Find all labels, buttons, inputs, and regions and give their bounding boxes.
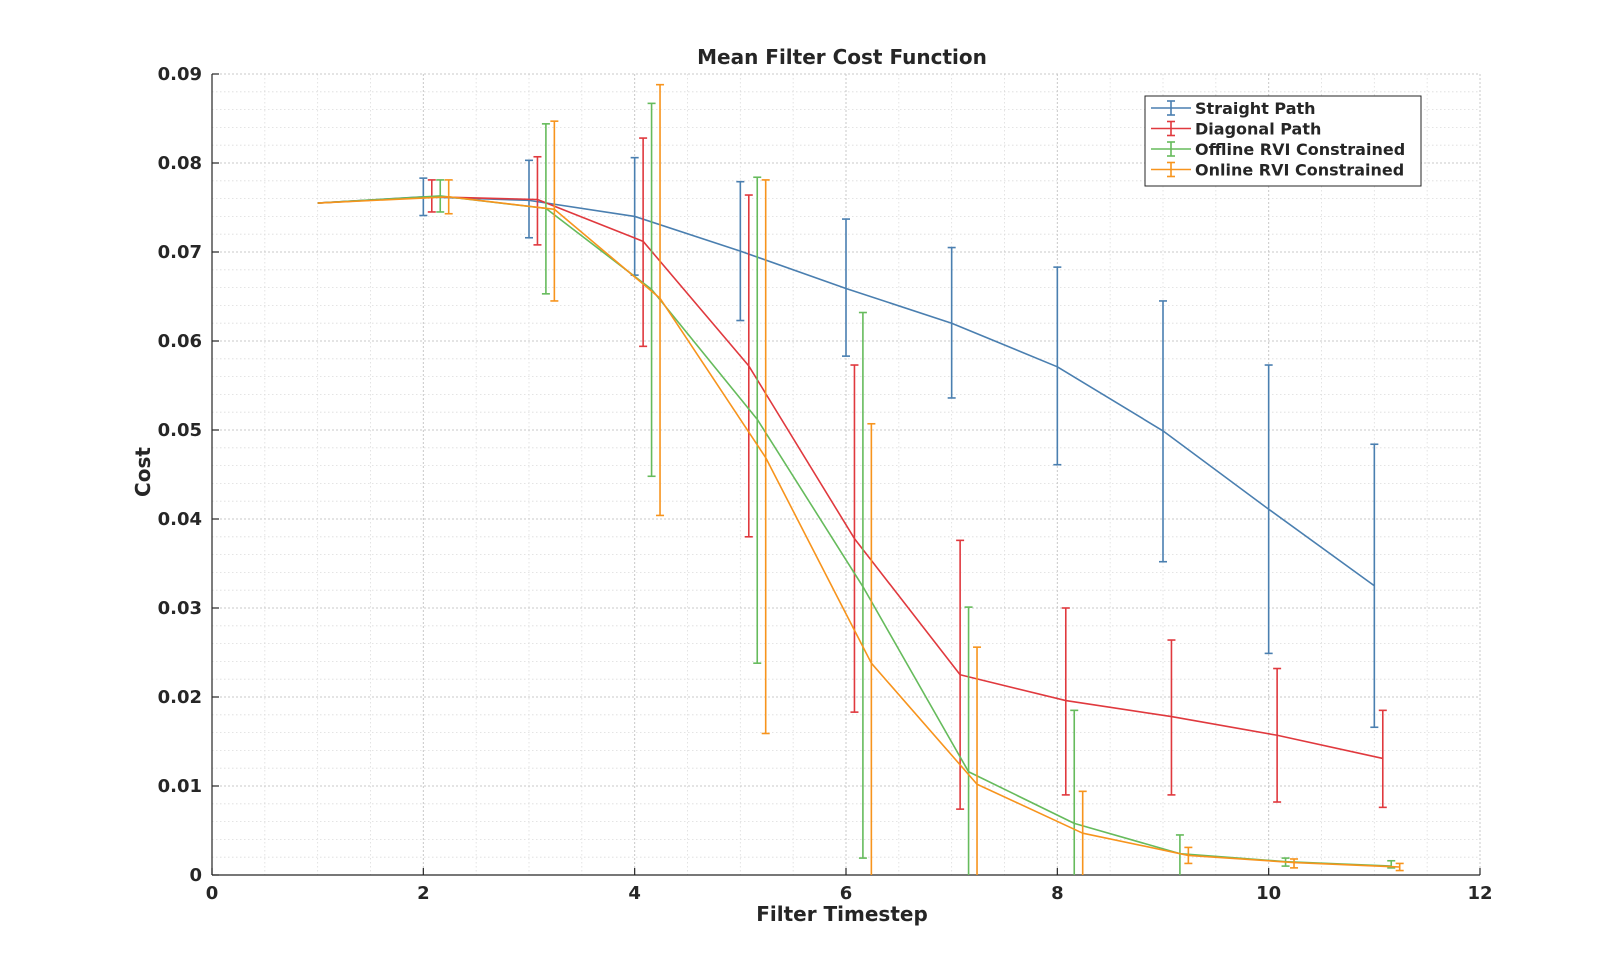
- legend-item: Diagonal Path: [1151, 120, 1321, 139]
- series-layer: [317, 83, 1404, 875]
- y-tick-label: 0.02: [158, 687, 202, 708]
- x-tick-label: 6: [840, 883, 853, 904]
- series-straight-path: [317, 156, 1379, 729]
- y-tick-label: 0.05: [158, 420, 202, 441]
- series-online-rvi-constrained: [317, 83, 1404, 875]
- series-diagonal-path: [317, 137, 1387, 810]
- legend-box: [1144, 95, 1422, 187]
- y-tick-label: 0.03: [158, 598, 202, 619]
- y-tick-label: 0.07: [158, 242, 202, 263]
- x-tick-label: 8: [1051, 883, 1064, 904]
- legend-label: Offline RVI Constrained: [1195, 140, 1405, 159]
- grid-layer: [211, 73, 1481, 876]
- x-axis-title: Filter Timestep: [756, 902, 928, 926]
- y-tick-label: 0: [189, 865, 202, 886]
- legend-item: Offline RVI Constrained: [1151, 140, 1405, 159]
- chart-title: Mean Filter Cost Function: [697, 45, 987, 69]
- x-tick-label: 0: [206, 883, 219, 904]
- y-tick-label: 0.09: [158, 64, 202, 85]
- legend-item: Straight Path: [1151, 99, 1316, 118]
- x-tick-label: 10: [1256, 883, 1281, 904]
- x-tick-label: 4: [628, 883, 641, 904]
- y-axis-title: Cost: [131, 447, 155, 497]
- x-tick-label: 2: [417, 883, 430, 904]
- legend-item: Online RVI Constrained: [1151, 161, 1404, 180]
- y-tick-label: 0.01: [158, 776, 202, 797]
- axes-layer: 0 2 4 6 8 10 12 0 0.01 0.02 0.03 0.04 0.05 0.06 0.07 0.…: [158, 64, 1493, 904]
- legend-label: Online RVI Constrained: [1195, 161, 1404, 180]
- x-tick-label: 12: [1467, 883, 1492, 904]
- legend-label: Diagonal Path: [1195, 120, 1321, 139]
- legend-label: Straight Path: [1195, 99, 1316, 118]
- y-tick-label: 0.06: [158, 331, 202, 352]
- y-tick-label: 0.04: [158, 509, 202, 530]
- y-tick-label: 0.08: [158, 153, 202, 174]
